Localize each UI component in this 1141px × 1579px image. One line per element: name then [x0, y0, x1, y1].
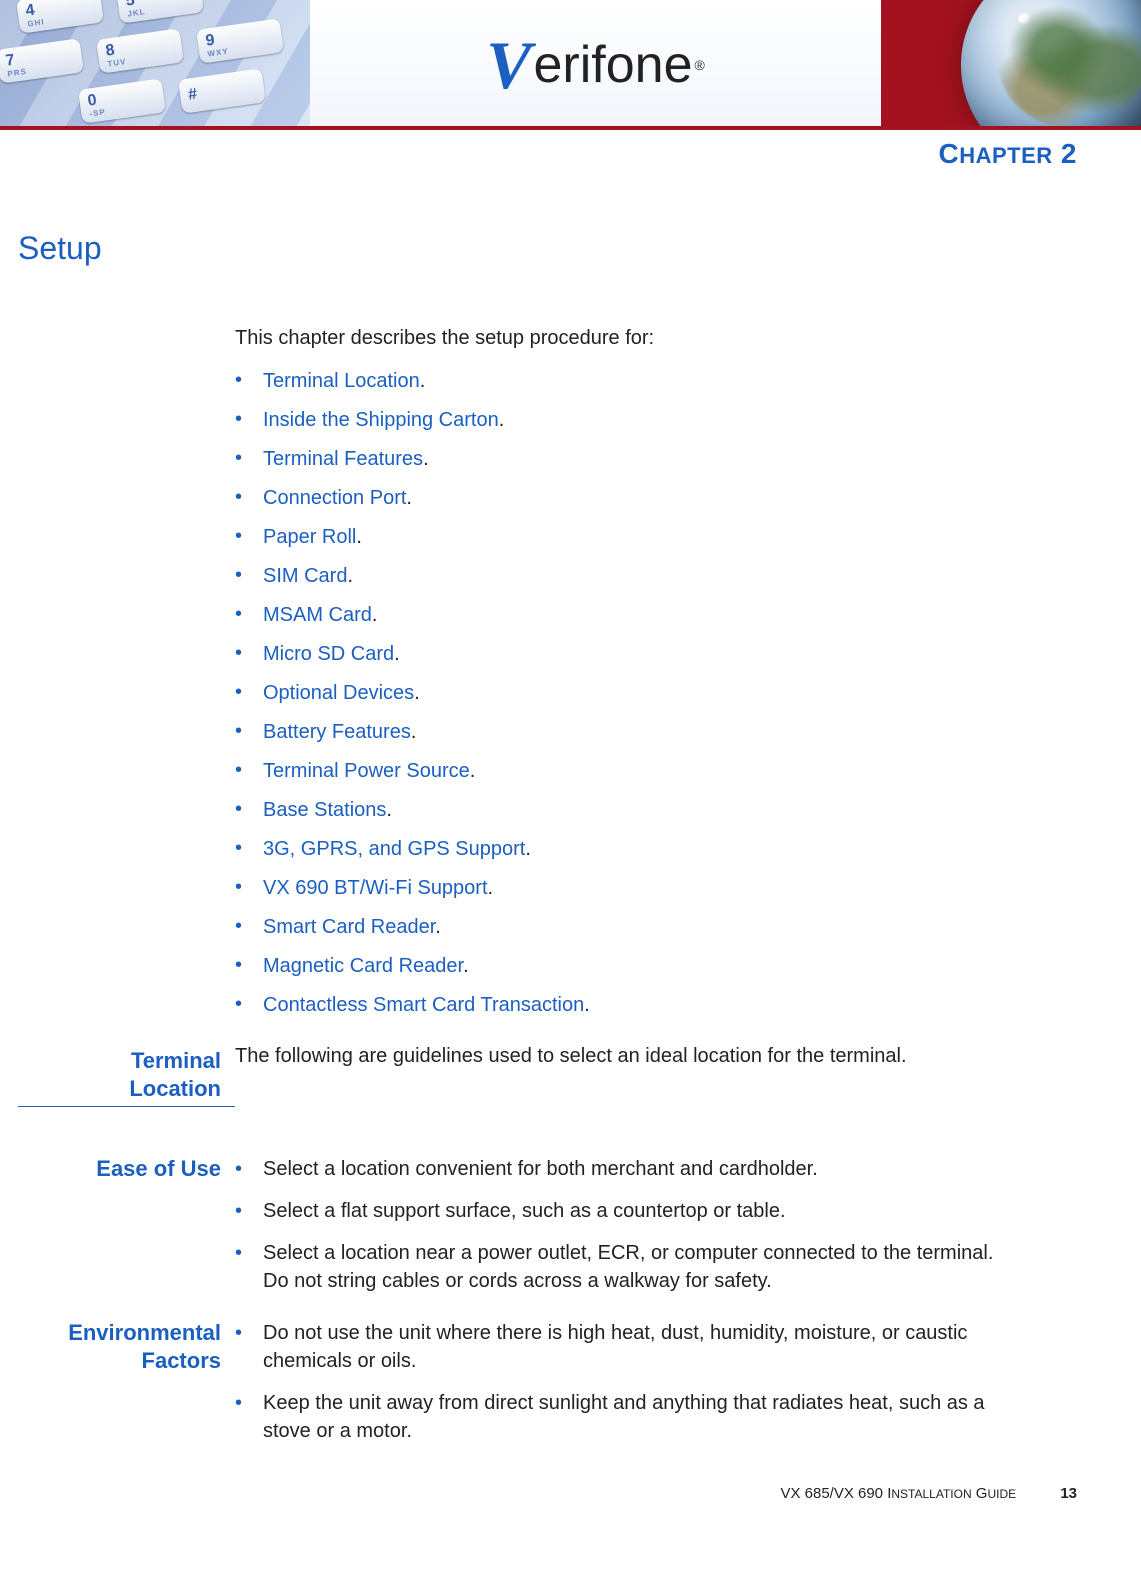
toc-period: . [470, 760, 476, 782]
environmental-factors-list: Do not use the unit where there is high … [235, 1319, 995, 1445]
toc-period: . [423, 448, 429, 470]
toc-period: . [463, 955, 469, 977]
chapter-number: 2 [1061, 138, 1077, 169]
list-item: Select a flat support surface, such as a… [235, 1197, 995, 1225]
toc-item: MSAM Card. [235, 604, 995, 627]
toc-period: . [420, 370, 426, 392]
footer-doc-c: G [972, 1485, 988, 1502]
logo-text: erifone [534, 35, 693, 95]
toc-link[interactable]: Micro SD Card [263, 643, 394, 665]
toc-link[interactable]: Inside the Shipping Carton [263, 409, 499, 431]
banner-keypad-art: 4GHI 5JKL 7PRS 8TUV 9WXY 0-SP # [0, 0, 310, 130]
logo-registered: ® [695, 57, 705, 73]
toc-link[interactable]: Base Stations [263, 799, 386, 821]
toc-item: Terminal Features. [235, 448, 995, 471]
toc-link[interactable]: Terminal Power Source [263, 760, 470, 782]
chapter-prefix: C [938, 138, 959, 169]
toc-link[interactable]: Contactless Smart Card Transaction [263, 994, 584, 1016]
toc-period: . [356, 526, 362, 548]
toc-link[interactable]: Terminal Features [263, 448, 423, 470]
toc-item: Battery Features. [235, 721, 995, 744]
toc-period: . [406, 487, 412, 509]
toc-list: Terminal Location.Inside the Shipping Ca… [235, 370, 995, 1017]
chapter-label: CHAPTER 2 [938, 138, 1077, 169]
toc-link[interactable]: 3G, GPRS, and GPS Support [263, 838, 525, 860]
toc-item: Paper Roll. [235, 526, 995, 549]
banner-right [881, 0, 1141, 130]
toc-item: SIM Card. [235, 565, 995, 588]
toc-period: . [411, 721, 417, 743]
section-label-location: Location [18, 1075, 221, 1103]
section-label-terminal: Terminal [18, 1047, 221, 1075]
toc-item: Magnetic Card Reader. [235, 955, 995, 978]
toc-period: . [488, 877, 494, 899]
section-ease-of-use: Ease of Use Select a location convenient… [18, 1155, 1077, 1309]
section-environmental-factors: Environmental Factors Do not use the uni… [18, 1319, 1077, 1459]
toc-period: . [499, 409, 505, 431]
globe-icon [961, 0, 1141, 130]
list-item: Do not use the unit where there is high … [235, 1319, 995, 1375]
section-label-environmental: Environmental [18, 1319, 221, 1347]
page-title: Setup [18, 230, 1077, 267]
list-item: Select a location convenient for both me… [235, 1155, 995, 1183]
logo-v: V [486, 26, 531, 105]
toc-period: . [584, 994, 590, 1016]
toc-item: Terminal Location. [235, 370, 995, 393]
header-banner: 4GHI 5JKL 7PRS 8TUV 9WXY 0-SP # Verifone… [0, 0, 1141, 130]
terminal-location-lead: The following are guidelines used to sel… [235, 1045, 995, 1068]
chapter-rest: HAPTER [959, 143, 1052, 168]
banner-logo: Verifone® [310, 0, 881, 130]
list-item: Select a location near a power outlet, E… [235, 1239, 995, 1295]
toc-link[interactable]: Battery Features [263, 721, 411, 743]
toc-period: . [414, 682, 420, 704]
section-label-factors: Factors [18, 1347, 221, 1375]
footer-doc-a: VX 685/VX 690 I [780, 1485, 891, 1502]
footer-doc-d: UIDE [987, 1487, 1016, 1501]
toc-link[interactable]: Terminal Location [263, 370, 420, 392]
toc-item: Contactless Smart Card Transaction. [235, 994, 995, 1017]
toc-item: Base Stations. [235, 799, 995, 822]
ease-of-use-list: Select a location convenient for both me… [235, 1155, 995, 1295]
toc-period: . [435, 916, 441, 938]
toc-period: . [525, 838, 531, 860]
toc-link[interactable]: MSAM Card [263, 604, 372, 626]
list-item: Keep the unit away from direct sunlight … [235, 1389, 995, 1445]
footer-page-number: 13 [1060, 1485, 1077, 1502]
footer-doc-b: NSTALLATION [891, 1487, 971, 1501]
toc-item: Optional Devices. [235, 682, 995, 705]
toc-period: . [394, 643, 400, 665]
toc-link[interactable]: Paper Roll [263, 526, 356, 548]
section-terminal-location: Terminal Location The following are guid… [18, 1045, 1077, 1107]
toc-link[interactable]: Connection Port [263, 487, 406, 509]
intro-text: This chapter describes the setup procedu… [235, 327, 995, 350]
toc-item: Inside the Shipping Carton. [235, 409, 995, 432]
toc-item: 3G, GPRS, and GPS Support. [235, 838, 995, 861]
toc-item: VX 690 BT/Wi-Fi Support. [235, 877, 995, 900]
page-footer: VX 685/VX 690 INSTALLATION GUIDE 13 [0, 1479, 1141, 1522]
toc-link[interactable]: VX 690 BT/Wi-Fi Support [263, 877, 488, 899]
toc-item: Terminal Power Source. [235, 760, 995, 783]
toc-link[interactable]: Smart Card Reader [263, 916, 435, 938]
toc-link[interactable]: Magnetic Card Reader [263, 955, 463, 977]
toc-period: . [386, 799, 392, 821]
toc-item: Connection Port. [235, 487, 995, 510]
banner-underline [0, 126, 1141, 130]
section-label-ease: Ease of Use [18, 1155, 221, 1183]
toc-item: Smart Card Reader. [235, 916, 995, 939]
toc-link[interactable]: Optional Devices [263, 682, 414, 704]
toc-item: Micro SD Card. [235, 643, 995, 666]
toc-period: . [372, 604, 378, 626]
toc-period: . [347, 565, 353, 587]
toc-link[interactable]: SIM Card [263, 565, 347, 587]
